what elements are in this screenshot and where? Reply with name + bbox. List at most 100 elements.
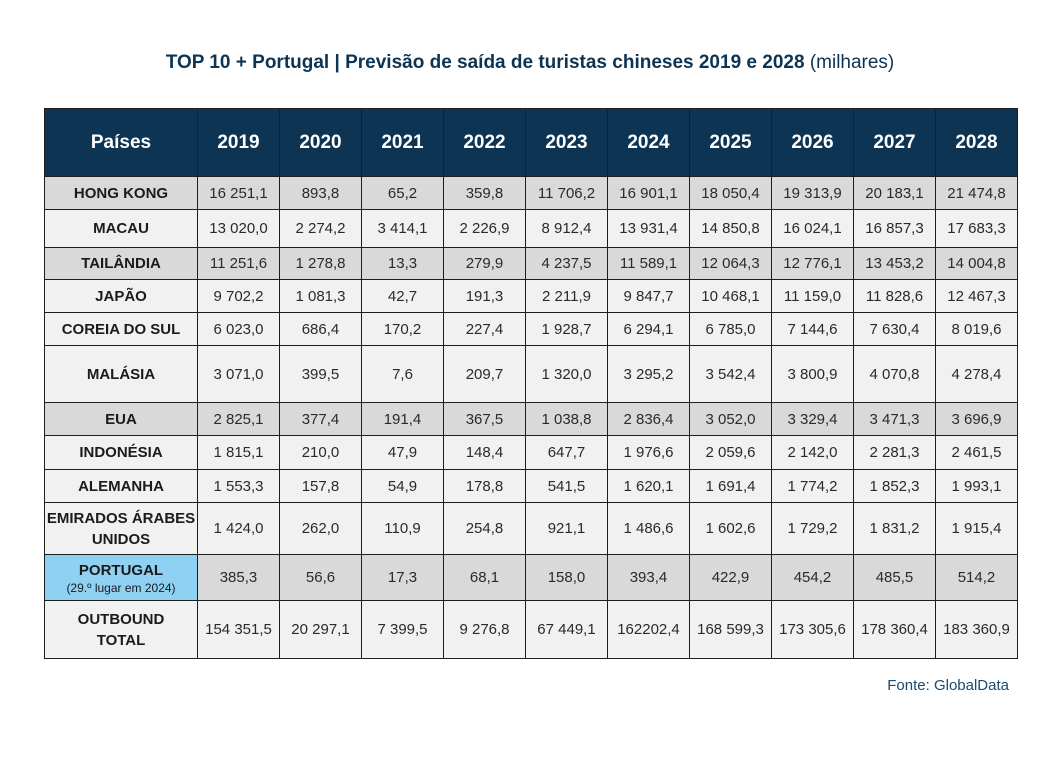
value-cell: 178 360,4 <box>853 600 936 659</box>
column-header: Países <box>44 108 198 177</box>
table-row: TAILÂNDIA 11 251,6 1 278,8 13,3 279,9 4 237,5… <box>44 247 1018 280</box>
value-cell: 56,6 <box>279 554 362 601</box>
value-cell: 9 276,8 <box>443 600 526 659</box>
value-cell: 11 828,6 <box>853 279 936 313</box>
value-cell: 162202,4 <box>607 600 690 659</box>
value-cell: 148,4 <box>443 435 526 470</box>
value-cell: 367,5 <box>443 402 526 436</box>
value-cell: 2 281,3 <box>853 435 936 470</box>
value-cell: 3 542,4 <box>689 345 772 403</box>
value-cell: 359,8 <box>443 176 526 210</box>
value-cell: 13 453,2 <box>853 247 936 280</box>
value-cell: 8 912,4 <box>525 209 608 248</box>
country-cell: COREIA DO SUL <box>44 312 198 346</box>
value-cell: 3 295,2 <box>607 345 690 403</box>
value-cell: 1 831,2 <box>853 502 936 555</box>
value-cell: 2 142,0 <box>771 435 854 470</box>
title-unit: (milhares) <box>809 52 895 73</box>
column-header: 2020 <box>279 108 362 177</box>
value-cell: 154 351,5 <box>197 600 280 659</box>
value-cell: 12 064,3 <box>689 247 772 280</box>
country-cell: EMIRADOS ÁRABES UNIDOS <box>44 502 198 555</box>
value-cell: 262,0 <box>279 502 362 555</box>
value-cell: 1 486,6 <box>607 502 690 555</box>
value-cell: 19 313,9 <box>771 176 854 210</box>
tourists-forecast-table: Países 2019 2020 2021 2022 2023 2024 202… <box>44 108 1018 659</box>
value-cell: 7,6 <box>361 345 444 403</box>
value-cell: 17,3 <box>361 554 444 601</box>
value-cell: 2 059,6 <box>689 435 772 470</box>
country-cell: PORTUGAL (29.º lugar em 2024) <box>44 554 198 601</box>
table-row: PORTUGAL (29.º lugar em 2024) 385,3 56,6 17,… <box>44 554 1018 601</box>
value-cell: 183 360,9 <box>935 600 1018 659</box>
value-cell: 4 278,4 <box>935 345 1018 403</box>
value-cell: 16 857,3 <box>853 209 936 248</box>
value-cell: 393,4 <box>607 554 690 601</box>
page-title: TOP 10 + Portugal | Previsão de saída de… <box>0 52 1060 74</box>
country-cell: JAPÃO <box>44 279 198 313</box>
value-cell: 1 602,6 <box>689 502 772 555</box>
country-name-line2: UNIDOS <box>91 530 151 548</box>
country-cell: MACAU <box>44 209 198 248</box>
column-header: 2021 <box>361 108 444 177</box>
value-cell: 20 297,1 <box>279 600 362 659</box>
value-cell: 12 467,3 <box>935 279 1018 313</box>
value-cell: 7 630,4 <box>853 312 936 346</box>
value-cell: 42,7 <box>361 279 444 313</box>
value-cell: 7 399,5 <box>361 600 444 659</box>
value-cell: 178,8 <box>443 469 526 503</box>
value-cell: 227,4 <box>443 312 526 346</box>
country-name: TAILÂNDIA <box>81 255 161 272</box>
column-header: 2024 <box>607 108 690 177</box>
value-cell: 3 329,4 <box>771 402 854 436</box>
value-cell: 7 144,6 <box>771 312 854 346</box>
table-row: HONG KONG 16 251,1 893,8 65,2 359,8 11 706,2 1… <box>44 176 1018 210</box>
value-cell: 686,4 <box>279 312 362 346</box>
value-cell: 2 836,4 <box>607 402 690 436</box>
column-header: 2023 <box>525 108 608 177</box>
table-row: MACAU 13 020,0 2 274,2 3 414,1 2 226,9 8 912,… <box>44 209 1018 248</box>
column-header: 2028 <box>935 108 1018 177</box>
column-header: 2027 <box>853 108 936 177</box>
value-cell: 2 825,1 <box>197 402 280 436</box>
value-cell: 377,4 <box>279 402 362 436</box>
value-cell: 422,9 <box>689 554 772 601</box>
country-cell: HONG KONG <box>44 176 198 210</box>
value-cell: 6 785,0 <box>689 312 772 346</box>
value-cell: 16 024,1 <box>771 209 854 248</box>
value-cell: 6 294,1 <box>607 312 690 346</box>
value-cell: 12 776,1 <box>771 247 854 280</box>
value-cell: 1 729,2 <box>771 502 854 555</box>
value-cell: 385,3 <box>197 554 280 601</box>
value-cell: 1 852,3 <box>853 469 936 503</box>
country-cell: INDONÉSIA <box>44 435 198 470</box>
value-cell: 8 019,6 <box>935 312 1018 346</box>
value-cell: 173 305,6 <box>771 600 854 659</box>
value-cell: 209,7 <box>443 345 526 403</box>
country-name: HONG KONG <box>73 184 169 202</box>
value-cell: 541,5 <box>525 469 608 503</box>
country-name-line1: EMIRADOS ÁRABES <box>46 509 196 527</box>
country-name: INDONÉSIA <box>79 444 163 461</box>
value-cell: 191,3 <box>443 279 526 313</box>
value-cell: 1 915,4 <box>935 502 1018 555</box>
value-cell: 2 226,9 <box>443 209 526 248</box>
value-cell: 3 800,9 <box>771 345 854 403</box>
value-cell: 20 183,1 <box>853 176 936 210</box>
value-cell: 13 931,4 <box>607 209 690 248</box>
column-header: 2019 <box>197 108 280 177</box>
value-cell: 13,3 <box>361 247 444 280</box>
title-main: TOP 10 + Portugal | Previsão de saída de… <box>165 52 805 73</box>
value-cell: 254,8 <box>443 502 526 555</box>
value-cell: 1 993,1 <box>935 469 1018 503</box>
table-row: EUA 2 825,1 377,4 191,4 367,5 1 038,8 2 836,4 3… <box>44 402 1018 436</box>
value-cell: 16 251,1 <box>197 176 280 210</box>
value-cell: 11 706,2 <box>525 176 608 210</box>
value-cell: 168 599,3 <box>689 600 772 659</box>
value-cell: 110,9 <box>361 502 444 555</box>
value-cell: 54,9 <box>361 469 444 503</box>
value-cell: 11 589,1 <box>607 247 690 280</box>
table-row: JAPÃO 9 702,2 1 081,3 42,7 191,3 2 211,9 9 847… <box>44 279 1018 313</box>
value-cell: 4 237,5 <box>525 247 608 280</box>
value-cell: 4 070,8 <box>853 345 936 403</box>
